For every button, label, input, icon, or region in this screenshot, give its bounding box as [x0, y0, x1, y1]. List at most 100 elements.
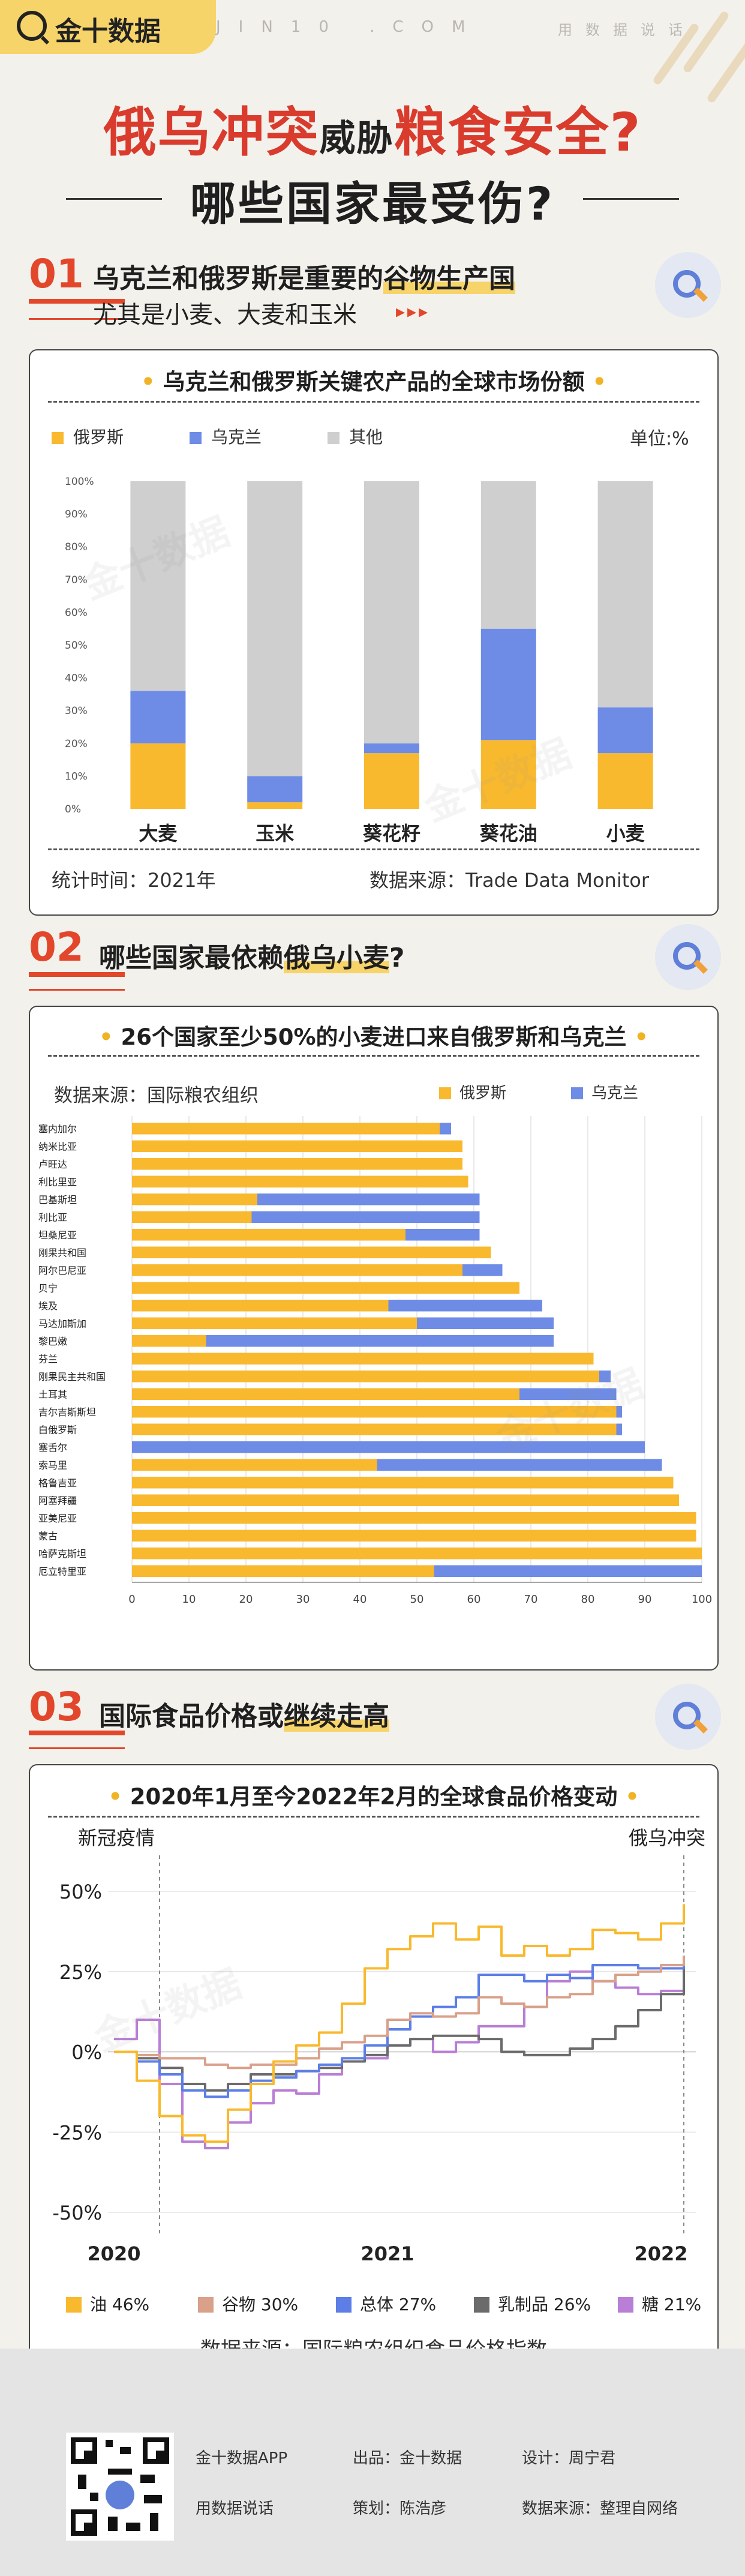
bar-segment — [132, 1548, 702, 1560]
bar-segment — [440, 1123, 451, 1135]
section-number: 03 — [29, 1684, 84, 1730]
y-tick-label: 100% — [65, 476, 94, 488]
y-tick-label: 刚果民主共和国 — [38, 1371, 106, 1383]
bar-segment — [364, 481, 419, 743]
y-tick-label: 0% — [65, 803, 81, 815]
section-number-underline — [29, 318, 125, 320]
section-heading: 哪些国家最依赖俄乌小麦? — [99, 943, 405, 973]
title-rule-left — [66, 198, 162, 200]
legend-swatch — [336, 2297, 352, 2313]
y-tick-label: 20% — [65, 738, 88, 750]
x-tick-label: 100 — [692, 1593, 712, 1606]
legend-label: 其他 — [349, 427, 383, 447]
section-number: 01 — [29, 251, 84, 297]
search-badge-icon — [655, 924, 721, 990]
bar-segment — [132, 1388, 519, 1400]
bar-segment — [132, 1459, 377, 1471]
x-tick-label: 小麦 — [606, 822, 645, 845]
search-badge-icon — [655, 252, 721, 318]
y-tick-label: 40% — [65, 673, 88, 685]
bar-segment — [132, 1282, 519, 1294]
legend-label: 糖 21% — [642, 2295, 701, 2314]
bar-segment — [257, 1193, 480, 1205]
food-price-chart: 新冠疫情 俄乌冲突 -50% -25% 0% 25% 50% 2020 2021 2022 油 46… — [52, 1827, 705, 2314]
bar-segment — [597, 481, 653, 707]
bar-segment — [132, 1512, 696, 1524]
y-tick-label: 芬兰 — [38, 1353, 58, 1365]
section-number-underline — [29, 1731, 125, 1735]
bar-segment — [364, 753, 419, 809]
chart-source: 数据来源：Trade Data Monitor — [370, 869, 650, 892]
x-tick-label: 葵花籽 — [363, 822, 420, 845]
legend-swatch — [439, 1087, 451, 1099]
search-badge-icon — [655, 1684, 721, 1750]
bar-segment — [377, 1459, 662, 1471]
bar-segment — [130, 481, 186, 691]
y-tick-label: 70% — [65, 574, 88, 586]
bar-segment — [132, 1229, 405, 1241]
y-tick-label: 索马里 — [38, 1459, 67, 1471]
x-tick-label: 40 — [353, 1593, 367, 1606]
y-tick-label: 巴基斯坦 — [38, 1194, 77, 1205]
bar-segment — [480, 481, 536, 629]
bar-segment — [132, 1530, 696, 1542]
section-subheading: 尤其是小麦、大麦和玉米 — [93, 301, 357, 329]
chart-card-food-prices: • 2020年1月至今2022年2月的全球食品价格变动 • 新冠疫情 俄乌冲突 -5… — [29, 1764, 719, 2386]
footer-planner: 策划：陈浩彦 — [353, 2500, 447, 2518]
x-tick-label: 10 — [182, 1593, 196, 1606]
legend-swatch — [198, 2297, 214, 2313]
bar-segment — [206, 1335, 554, 1347]
x-tick-label: 2021 — [361, 2242, 414, 2265]
section-number: 02 — [29, 924, 84, 970]
y-tick-label: 马达加斯加 — [38, 1318, 86, 1329]
bar-segment — [132, 1264, 462, 1276]
bar-segment — [247, 776, 303, 803]
legend-swatch — [328, 432, 340, 444]
x-tick-label: 80 — [581, 1593, 595, 1606]
y-tick-label: 阿尔巴尼亚 — [38, 1265, 86, 1276]
bar-segment — [417, 1317, 554, 1329]
y-tick-label: 30% — [65, 705, 88, 717]
legend-label: 俄罗斯 — [459, 1084, 506, 1102]
chart-title: • 乌克兰和俄罗斯关键农产品的全球市场份额 • — [140, 369, 607, 395]
section-number-underline — [29, 299, 125, 304]
bar-segment — [132, 1123, 440, 1135]
legend-swatch — [571, 1087, 583, 1099]
main-title: 俄乌冲突威胁粮食安全? — [103, 101, 642, 163]
legend-label: 俄罗斯 — [73, 427, 124, 447]
legend-swatch — [190, 432, 202, 444]
bar-segment — [132, 1406, 617, 1418]
y-tick-label: 贝宁 — [38, 1282, 58, 1294]
bar-segment — [132, 1158, 462, 1170]
chart-title: • 2020年1月至今2022年2月的全球食品价格变动 • — [108, 1784, 639, 1810]
y-tick-label: 厄立特里亚 — [38, 1566, 86, 1577]
y-tick-label: 25% — [59, 1961, 102, 1984]
bar-segment — [132, 1211, 252, 1223]
series-line — [114, 1956, 685, 2070]
legend-label: 谷物 30% — [222, 2295, 298, 2314]
section-heading: 乌克兰和俄罗斯是重要的谷物生产国 — [93, 263, 515, 294]
y-tick-label: 土耳其 — [38, 1389, 67, 1400]
y-tick-label: 80% — [65, 541, 88, 553]
bar-segment — [434, 1565, 702, 1577]
x-tick-label: 90 — [638, 1593, 652, 1606]
x-tick-label: 玉米 — [256, 822, 294, 845]
y-tick-label: 塞舌尔 — [38, 1442, 67, 1453]
y-tick-label: 90% — [65, 509, 88, 521]
legend-swatch — [474, 2297, 489, 2313]
legend-swatch — [52, 432, 64, 444]
bar-segment — [597, 753, 653, 809]
bar-segment — [132, 1441, 645, 1453]
bar-segment — [132, 1193, 257, 1205]
chart-card-market-share: • 乌克兰和俄罗斯关键农产品的全球市场份额 • 俄罗斯 乌克兰 其他 0% 10% 20%… — [29, 349, 719, 916]
footer-source: 数据来源：整理自网络 — [522, 2500, 678, 2518]
y-tick-label: 阿塞拜疆 — [38, 1495, 77, 1506]
y-tick-label: 卢旺达 — [38, 1159, 67, 1170]
y-tick-label: 吉尔吉斯斯坦 — [38, 1407, 96, 1418]
legend-label: 乳制品 26% — [498, 2295, 591, 2314]
bar-segment — [597, 707, 653, 754]
bar-segment — [132, 1423, 617, 1435]
bar-segment — [132, 1300, 389, 1312]
x-tick-label: 70 — [524, 1593, 538, 1606]
chart-title: • 26个国家至少50%的小麦进口来自俄罗斯和乌克兰 • — [98, 1024, 649, 1050]
